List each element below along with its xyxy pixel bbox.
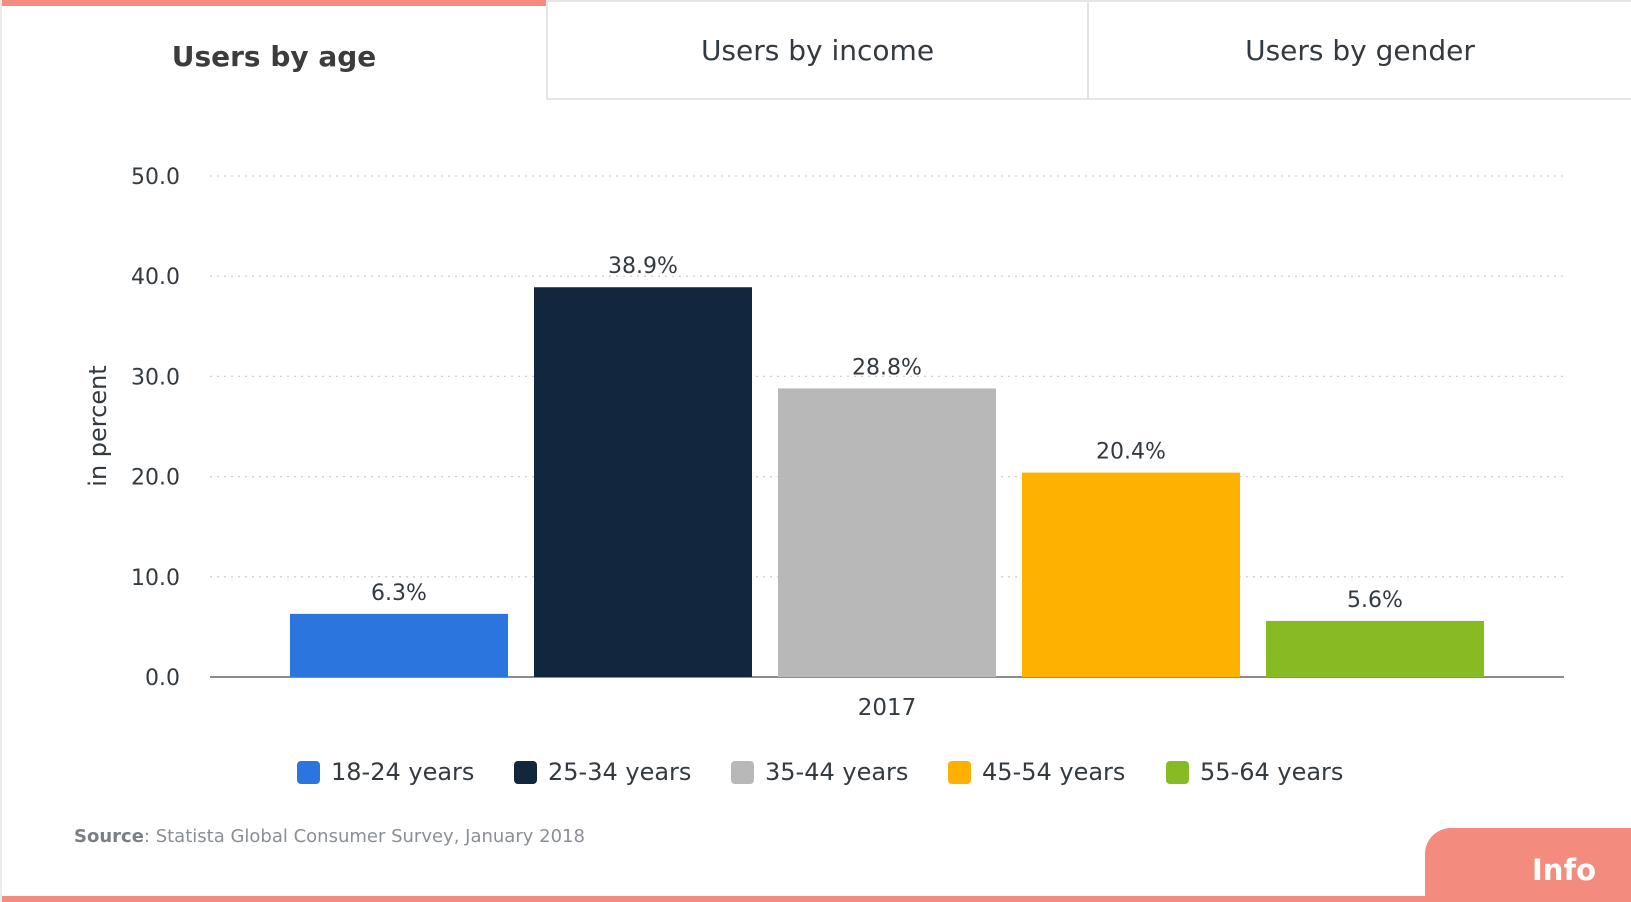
legend-swatch xyxy=(297,760,320,784)
tab-label: Users by gender xyxy=(1245,33,1475,67)
legend-label: 45-54 years xyxy=(982,758,1126,786)
info-button-label: Info xyxy=(1532,853,1596,887)
legend-item[interactable]: 25-34 years xyxy=(514,756,691,788)
y-tick-label: 40.0 xyxy=(131,265,180,290)
tab-bar: Users by age Users by income Users by ge… xyxy=(2,0,1631,100)
bar-25-34-years xyxy=(534,287,752,677)
legend-item[interactable]: 55-64 years xyxy=(1166,756,1343,788)
tab-label: Users by income xyxy=(700,33,935,67)
bar-45-54-years xyxy=(1022,472,1240,677)
x-tick-label: 2017 xyxy=(858,695,917,721)
legend-item[interactable]: 18-24 years xyxy=(297,756,474,788)
legend-label: 55-64 years xyxy=(1200,758,1344,786)
data-label: 6.3% xyxy=(371,581,427,606)
tab-label: Users by age xyxy=(171,39,377,73)
info-button[interactable]: Info xyxy=(1425,828,1631,902)
data-label: 38.9% xyxy=(608,254,678,279)
legend-swatch xyxy=(948,760,971,784)
bar-55-64-years xyxy=(1266,620,1484,677)
legend-swatch xyxy=(1166,760,1189,784)
data-label: 5.6% xyxy=(1347,588,1403,613)
bar-35-44-years xyxy=(778,388,996,677)
chart-legend: 18-24 years 25-34 years 35-44 years 45-54 y… xyxy=(2,756,1631,788)
tab-users-by-income[interactable]: Users by income xyxy=(546,0,1089,100)
data-label: 28.8% xyxy=(852,355,922,380)
y-axis-label: in percent xyxy=(84,365,112,486)
tab-users-by-age[interactable]: Users by age xyxy=(2,0,546,100)
legend-item[interactable]: 45-54 years xyxy=(948,756,1125,788)
y-tick-label: 30.0 xyxy=(131,365,180,390)
legend-swatch xyxy=(731,760,754,784)
legend-label: 35-44 years xyxy=(765,758,909,786)
bar-18-24-years xyxy=(290,613,508,677)
data-label: 20.4% xyxy=(1096,440,1166,465)
legend-item[interactable]: 35-44 years xyxy=(731,756,908,788)
legend-swatch xyxy=(514,760,537,784)
legend-label: 18-24 years xyxy=(331,758,475,786)
source-text: : Statista Global Consumer Survey, Janua… xyxy=(143,826,585,847)
bottom-accent-bar xyxy=(2,896,1631,902)
legend-label: 25-34 years xyxy=(548,758,692,786)
source-label: Source xyxy=(74,826,144,847)
y-tick-label: 10.0 xyxy=(131,566,180,591)
y-tick-label: 0.0 xyxy=(145,666,180,691)
bar-chart: 0.0 10.0 20.0 30.0 40.0 50.0 in percent 6.3% 38.… xyxy=(84,165,1564,721)
tab-users-by-gender[interactable]: Users by gender xyxy=(1087,0,1631,100)
y-tick-label: 20.0 xyxy=(131,466,180,491)
y-tick-label: 50.0 xyxy=(131,165,180,190)
source-note: Source: Statista Global Consumer Survey,… xyxy=(74,826,585,847)
